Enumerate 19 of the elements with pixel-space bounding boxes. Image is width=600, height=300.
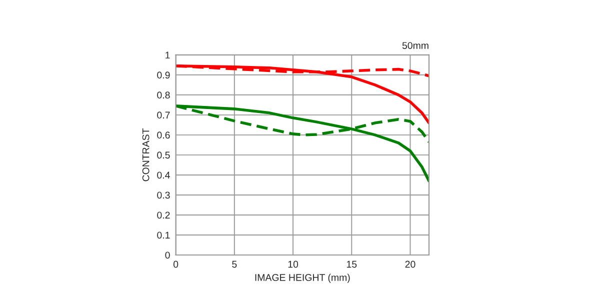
y-tick-label: 0 <box>165 252 170 259</box>
y-tick-label: 1 <box>166 52 170 58</box>
y-tick-label: 0.7 <box>157 112 170 119</box>
text: 50mm <box>402 42 428 49</box>
y-tick-label: 0.1 <box>157 232 170 239</box>
y-axis-title: CONTRAST <box>142 128 150 182</box>
x-tick-label: 20 <box>405 260 416 268</box>
x-tick-label: 5 <box>232 260 237 268</box>
y-tick-label: 0.2 <box>157 212 170 219</box>
x-tick-label: 10 <box>288 260 298 268</box>
y-tick-label: 0.5 <box>157 152 170 159</box>
y-tick-label: 0.8 <box>157 92 170 99</box>
x-tick-label: 15 <box>346 260 357 268</box>
x-tick-label: 0 <box>173 260 178 268</box>
y-tick-label: 0.3 <box>157 192 170 199</box>
x-axis-title: IMAGE HEIGHT (mm) <box>255 274 350 283</box>
y-tick-label: 0.9 <box>157 72 170 79</box>
y-tick-label: 0.4 <box>157 172 170 179</box>
y-tick-label: 0.6 <box>157 132 170 139</box>
